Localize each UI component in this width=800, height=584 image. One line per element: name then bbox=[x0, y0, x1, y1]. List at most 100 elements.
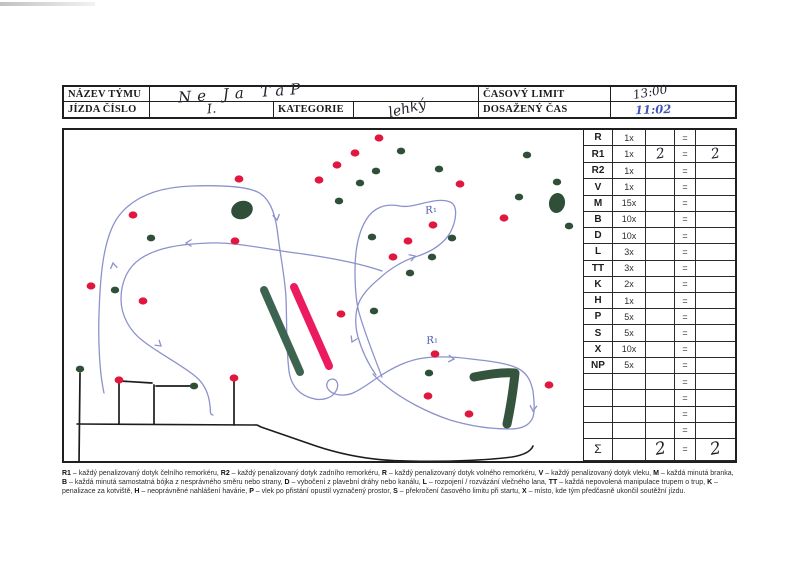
course-arrow bbox=[408, 253, 417, 262]
red-buoy-dot bbox=[430, 350, 440, 358]
equals-sign: = bbox=[675, 374, 696, 391]
red-buoy-dot bbox=[374, 134, 384, 142]
equals-sign: = bbox=[675, 309, 696, 326]
course-arrow bbox=[154, 339, 162, 347]
course-arrow bbox=[184, 238, 192, 248]
penalty-result bbox=[696, 244, 735, 261]
green-buoy-dot bbox=[514, 193, 524, 201]
green-buoy-dot bbox=[447, 234, 457, 242]
penalty-code: L bbox=[584, 244, 613, 261]
time-limit-field: 13:00 bbox=[611, 82, 735, 102]
penalty-count-empty bbox=[646, 422, 675, 439]
equals-sign: = bbox=[675, 179, 696, 196]
ride-number-label: JÍZDA ČÍSLO bbox=[64, 102, 150, 117]
header-row-1: NÁZEV TÝMU Ne Ja TaP ČASOVÝ LIMIT 13:00 bbox=[64, 80, 735, 106]
equals-sign: = bbox=[675, 130, 696, 147]
penalty-code-empty bbox=[584, 406, 613, 423]
penalty-count-empty bbox=[646, 406, 675, 423]
penalty-result bbox=[696, 277, 735, 293]
penalty-multiplier: 1x bbox=[613, 179, 646, 196]
green-buoy-dot bbox=[564, 222, 574, 230]
equals-sign: = bbox=[675, 260, 696, 277]
header-table: NÁZEV TÝMU Ne Ja TaP ČASOVÝ LIMIT 13:00 … bbox=[62, 80, 737, 121]
course-path bbox=[120, 242, 383, 416]
equals-sign: = bbox=[675, 228, 696, 245]
achieved-time-handwriting: 11:02 bbox=[634, 101, 672, 117]
green-buoy-dot bbox=[371, 167, 381, 175]
penalty-result bbox=[696, 293, 735, 310]
course-path bbox=[354, 199, 457, 378]
penalty-code: R1 bbox=[584, 146, 613, 164]
penalty-code: P bbox=[584, 309, 613, 326]
green-buoy-dot bbox=[369, 307, 379, 315]
penalty-count bbox=[646, 325, 675, 342]
red-buoy-dot bbox=[350, 149, 360, 157]
penalty-result bbox=[696, 261, 735, 277]
team-name-label: NÁZEV TÝMU bbox=[64, 87, 150, 101]
achieved-time-field: 11:02 bbox=[611, 101, 735, 117]
time-limit-label: ČASOVÝ LIMIT bbox=[479, 87, 611, 101]
ride-number-field: I. bbox=[150, 102, 274, 117]
penalty-multiplier-empty bbox=[613, 422, 646, 439]
penalty-count bbox=[646, 130, 675, 147]
penalty-multiplier: 1x bbox=[613, 163, 646, 180]
red-buoy-dot bbox=[332, 161, 342, 169]
penalty-count bbox=[646, 244, 675, 261]
footnote-code: M bbox=[653, 470, 659, 477]
header-row-2: JÍZDA ČÍSLO I. KATEGORIE lehký DOSAŽENÝ … bbox=[64, 96, 735, 121]
footnote-code: R1 bbox=[62, 470, 71, 477]
course-map-drawing: R₁ R₁ bbox=[75, 134, 574, 461]
penalty-multiplier-empty bbox=[613, 374, 646, 391]
penalty-multiplier: 10x bbox=[613, 211, 646, 229]
team-name-field: Ne Ja TaP bbox=[150, 80, 479, 106]
ride-number-handwriting: I. bbox=[206, 101, 217, 118]
red-buoy-dot bbox=[314, 176, 324, 184]
course-arrow bbox=[272, 213, 281, 222]
penalty-code: NP bbox=[584, 357, 613, 375]
course-path bbox=[98, 185, 535, 430]
penalty-multiplier: 15x bbox=[613, 195, 646, 212]
penalty-code-empty bbox=[584, 374, 613, 391]
penalty-code: M bbox=[584, 195, 613, 212]
green-buoy-dot bbox=[146, 234, 156, 242]
sum-result: 2 bbox=[696, 439, 735, 461]
green-buoy-dot bbox=[396, 147, 406, 155]
footnote-code: D bbox=[284, 478, 290, 486]
penalty-code: D bbox=[584, 228, 613, 245]
green-buoy-dot bbox=[427, 253, 437, 261]
penalty-result bbox=[696, 228, 735, 245]
penalty-table: R 1x = R1 1x 2 = 2 R2 1x = V 1x = M 15x = B 10x = D 10x = L 3x = T… bbox=[583, 130, 735, 461]
red-buoy-dot bbox=[403, 237, 413, 245]
penalty-count bbox=[646, 292, 675, 310]
red-buoy-dot bbox=[499, 214, 509, 222]
equals-sign: = bbox=[675, 438, 696, 461]
penalty-result bbox=[696, 163, 735, 180]
penalty-result bbox=[696, 325, 735, 342]
equals-sign: = bbox=[675, 325, 696, 342]
penalty-count bbox=[646, 260, 675, 277]
penalty-multiplier: 5x bbox=[613, 309, 646, 326]
dock-line bbox=[119, 380, 153, 384]
penalty-result bbox=[696, 212, 735, 229]
footnote-code: R bbox=[381, 470, 387, 477]
green-marker-line bbox=[260, 286, 304, 376]
green-buoy-dot bbox=[75, 365, 85, 373]
penalty-result-empty bbox=[696, 423, 735, 439]
equals-sign: = bbox=[675, 244, 696, 261]
green-buoy-dot bbox=[552, 178, 562, 186]
course-arrow bbox=[350, 335, 358, 344]
green-buoy-dot bbox=[522, 151, 532, 159]
green-buoy-dot bbox=[434, 165, 444, 173]
red-buoy-dot bbox=[428, 221, 438, 229]
equals-sign: = bbox=[675, 292, 696, 310]
shoreline bbox=[76, 423, 534, 461]
equals-sign: = bbox=[675, 146, 696, 164]
penalty-result-empty bbox=[696, 407, 735, 423]
red-buoy-dot bbox=[86, 282, 96, 290]
footnote-code: H bbox=[134, 487, 140, 495]
penalty-result: 2 bbox=[696, 146, 735, 164]
equals-sign: = bbox=[675, 406, 696, 423]
penalty-result-empty bbox=[696, 374, 735, 391]
penalty-multiplier: 10x bbox=[613, 228, 646, 245]
penalty-count-empty bbox=[646, 390, 675, 407]
